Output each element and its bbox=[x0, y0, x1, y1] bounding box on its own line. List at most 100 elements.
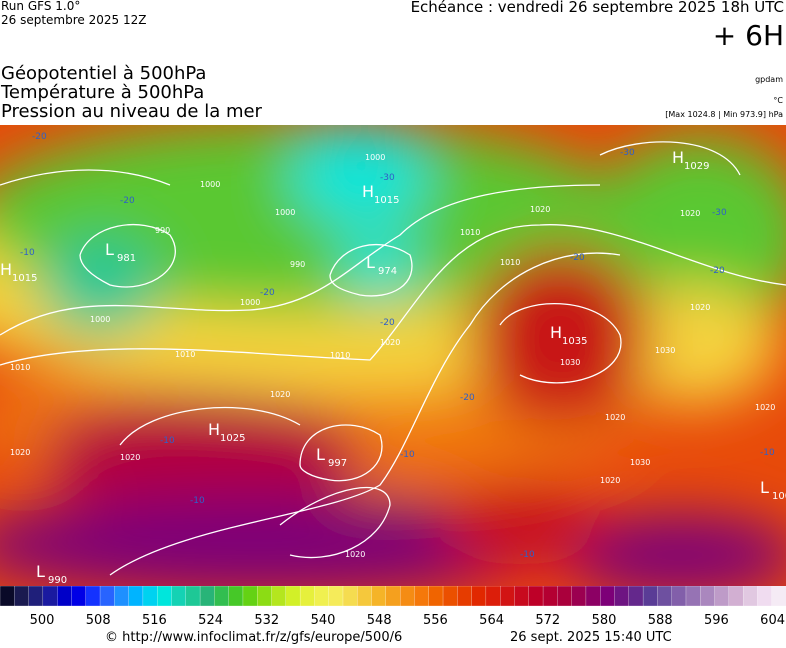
title: Température à 500hPa bbox=[1, 82, 205, 103]
temperature-label: -20 bbox=[460, 393, 475, 403]
colorbar-swatch bbox=[242, 586, 258, 607]
colorbar-swatch bbox=[457, 586, 473, 607]
colorbar-swatch bbox=[99, 586, 115, 607]
colorbar-swatch bbox=[557, 586, 573, 607]
isobar-label: 1020 bbox=[10, 448, 30, 457]
colorbar-label: 580 bbox=[592, 613, 617, 628]
isobar-label: 1000 bbox=[200, 180, 220, 189]
colorbar-swatch bbox=[57, 586, 73, 607]
isobar-label: 1030 bbox=[560, 358, 580, 367]
colorbar-swatch bbox=[299, 586, 316, 607]
colorbar-swatch bbox=[771, 586, 786, 607]
colorbar-swatch bbox=[485, 586, 501, 607]
temperature-label: -10 bbox=[400, 450, 415, 460]
colorbar-swatch bbox=[185, 586, 201, 607]
isobar-label: 1020 bbox=[530, 205, 550, 214]
colorbar-swatch bbox=[628, 586, 644, 607]
temperature-label: -20 bbox=[120, 196, 135, 206]
pressure-center: L 997 bbox=[316, 445, 347, 469]
isobar-label: 1030 bbox=[630, 458, 650, 467]
center-value: 1029 bbox=[684, 161, 709, 172]
colorbar-swatch bbox=[414, 586, 430, 607]
colorbar-swatch bbox=[757, 586, 773, 607]
center-type: H bbox=[672, 148, 684, 167]
colorbar-swatch bbox=[0, 586, 15, 607]
pressure-center: H 1025 bbox=[208, 420, 245, 444]
run-label: Run GFS 1.0° bbox=[1, 0, 81, 13]
colorbar-label: 524 bbox=[198, 613, 223, 628]
colorbar-swatch bbox=[214, 586, 230, 607]
colorbar-swatch bbox=[128, 586, 144, 607]
temperature-field bbox=[0, 125, 786, 587]
pressure-range: [Max 1024.8 | Min 973.9] hPa bbox=[665, 110, 783, 119]
temperature-label: -10 bbox=[160, 436, 175, 446]
colorbar-swatch bbox=[328, 586, 344, 607]
colorbar-swatch bbox=[571, 586, 587, 607]
colorbar-label: 548 bbox=[367, 613, 392, 628]
isobar-label: 1020 bbox=[605, 413, 625, 422]
isobar-label: 1020 bbox=[270, 390, 290, 399]
isobar-label: 1020 bbox=[680, 209, 700, 218]
pressure-center: L100 bbox=[760, 478, 786, 502]
pressure-center: H 1035 bbox=[550, 323, 587, 347]
center-type: L bbox=[316, 445, 325, 464]
temperature-label: -20 bbox=[260, 288, 275, 298]
colorbar-swatch bbox=[442, 586, 458, 607]
colorbar-swatch bbox=[399, 586, 416, 607]
colorbar-swatch bbox=[157, 586, 173, 607]
isobar-label: 1020 bbox=[600, 476, 620, 485]
colorbar-label: 564 bbox=[479, 613, 504, 628]
colorbar-swatch bbox=[228, 586, 244, 607]
isobars bbox=[0, 141, 786, 576]
center-value: 1035 bbox=[562, 336, 587, 347]
pressure-center: L 974 bbox=[366, 253, 397, 277]
center-type: L bbox=[760, 478, 769, 497]
center-value: 1025 bbox=[220, 433, 245, 444]
colorbar-swatch bbox=[585, 586, 601, 607]
isobar-label: 1020 bbox=[380, 338, 400, 347]
colorbar-label: 532 bbox=[254, 613, 279, 628]
colorbar-swatch bbox=[714, 586, 730, 607]
pressure-center: H 1029 bbox=[672, 148, 709, 172]
forecast-offset: + 6H bbox=[712, 19, 784, 52]
pressure-center: L 990 bbox=[36, 562, 67, 586]
colorbar-swatch bbox=[514, 586, 530, 607]
center-type: H bbox=[0, 260, 12, 279]
center-type: H bbox=[208, 420, 220, 439]
colorbar-label: 572 bbox=[535, 613, 560, 628]
source-link[interactable]: © http://www.infoclimat.fr/z/gfs/europe/… bbox=[105, 630, 403, 645]
colorbar-swatch bbox=[500, 586, 516, 607]
colorbar-label: 500 bbox=[30, 613, 55, 628]
temperature-label: -30 bbox=[712, 208, 727, 218]
temperature-label: -10 bbox=[190, 496, 205, 506]
colorbar-label: 596 bbox=[704, 613, 729, 628]
center-type: H bbox=[550, 323, 562, 342]
title: Géopotentiel à 500hPa bbox=[1, 63, 207, 84]
colorbar-swatch bbox=[685, 586, 701, 607]
colorbar-swatch bbox=[257, 586, 273, 607]
temperature-label: -10 bbox=[760, 448, 775, 458]
colorbar-swatch bbox=[285, 586, 301, 607]
run-date: 26 septembre 2025 12Z bbox=[1, 13, 147, 27]
center-type: L bbox=[36, 562, 45, 581]
colorbar-swatch bbox=[657, 586, 673, 607]
colorbar-swatch bbox=[171, 586, 187, 607]
colorbar-label: 588 bbox=[648, 613, 673, 628]
colorbar-swatch bbox=[600, 586, 616, 607]
colorbar-swatch bbox=[728, 586, 744, 607]
colorbar-label: 508 bbox=[86, 613, 111, 628]
center-value: 100 bbox=[772, 491, 786, 502]
isobar-label: 1020 bbox=[120, 453, 140, 462]
temperature-label: -20 bbox=[710, 266, 725, 276]
pressure-center: L 981 bbox=[105, 240, 136, 264]
colorbar-label: 516 bbox=[142, 613, 167, 628]
temperature-label: -20 bbox=[570, 253, 585, 263]
center-value: 981 bbox=[117, 253, 136, 264]
colorbar-swatch bbox=[642, 586, 659, 607]
isobar-label: 1030 bbox=[655, 346, 675, 355]
colorbar-swatch bbox=[342, 586, 358, 607]
isobar-label: 1000 bbox=[240, 298, 260, 307]
colorbar-swatch bbox=[428, 586, 444, 607]
isobar-label: 1000 bbox=[90, 315, 110, 324]
